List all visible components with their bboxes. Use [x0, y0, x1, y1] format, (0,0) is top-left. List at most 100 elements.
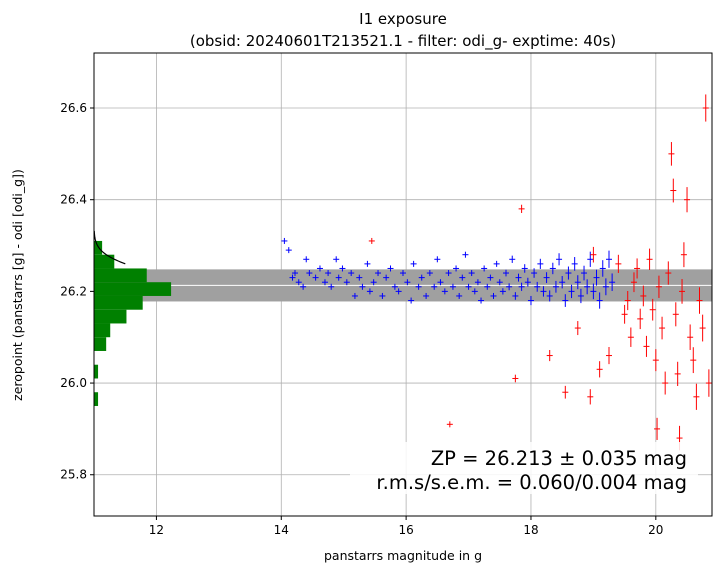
y-tick-label: 26.0 [60, 376, 87, 390]
histogram-bar [94, 364, 99, 379]
used-point [321, 279, 328, 286]
y-tick-label: 26.2 [60, 284, 87, 298]
used-point [328, 283, 335, 290]
rejected-point [446, 421, 453, 428]
used-point [474, 279, 481, 286]
used-point [312, 274, 319, 281]
histogram-bar [94, 392, 99, 406]
x-tick-label: 14 [274, 523, 289, 537]
rejected-point [643, 335, 650, 357]
used-point [351, 292, 358, 299]
used-point [379, 292, 386, 299]
used-point [415, 283, 422, 290]
rejected-point [646, 248, 653, 270]
rejected-point [615, 254, 622, 273]
used-point [391, 283, 398, 290]
used-point [370, 279, 377, 286]
used-point [534, 281, 541, 292]
used-point [490, 292, 497, 299]
rejected-point [587, 389, 594, 405]
used-point [568, 284, 575, 299]
x-axis-label: panstarrs magnitude in g [324, 548, 482, 563]
rejected-point [368, 237, 375, 244]
used-point [487, 274, 494, 281]
used-point [471, 288, 478, 295]
used-point [325, 270, 332, 277]
used-point [602, 278, 609, 296]
used-point [410, 260, 417, 267]
used-point [437, 279, 444, 286]
used-point [478, 297, 485, 304]
used-point [546, 290, 553, 302]
used-point [408, 297, 415, 304]
rejected-point [621, 304, 628, 324]
used-point [292, 270, 299, 277]
used-point [531, 268, 538, 278]
used-point [404, 279, 411, 286]
chart-title: I1 exposure [359, 10, 447, 28]
used-point [449, 283, 456, 290]
rejected-point [634, 258, 641, 279]
used-point [316, 265, 323, 272]
used-point [609, 273, 616, 291]
rejected-point [574, 321, 581, 336]
used-point [499, 288, 506, 295]
used-point [565, 266, 572, 280]
x-tick-label: 12 [149, 523, 164, 537]
rejected-point [670, 178, 677, 203]
histogram-bar [94, 268, 147, 283]
histogram-layer [93, 230, 172, 406]
used-point [496, 279, 503, 286]
rejected-point [679, 279, 686, 304]
rejected-point [684, 187, 691, 213]
rejected-point [518, 204, 525, 213]
used-point [593, 269, 600, 286]
rejected-point [705, 369, 712, 397]
y-axis-label: zeropoint (panstarrs [g] - odi [odi_g]) [10, 169, 25, 401]
rejected-point [672, 302, 679, 327]
used-point [335, 274, 342, 281]
rejected-point [637, 308, 644, 330]
used-point [453, 265, 460, 272]
used-point [587, 251, 594, 267]
x-tick-label: 20 [648, 523, 663, 537]
rejected-point [662, 371, 669, 395]
used-point [506, 283, 513, 291]
rejected-points-layer [368, 94, 712, 451]
used-point [434, 256, 441, 263]
used-point [303, 256, 310, 263]
rejected-point [546, 349, 553, 362]
rejected-point [665, 261, 672, 285]
rejected-point [687, 324, 694, 350]
used-point [431, 283, 438, 290]
rejected-point [680, 242, 687, 268]
x-tick-label: 16 [398, 523, 413, 537]
used-point [295, 279, 302, 286]
used-point [556, 253, 563, 266]
used-point [339, 265, 346, 272]
used-point [364, 260, 371, 267]
rejected-point [562, 385, 569, 399]
rejected-point [624, 290, 631, 311]
rejected-point [652, 349, 659, 372]
used-point [289, 274, 296, 281]
used-point [356, 274, 363, 281]
used-point [456, 292, 463, 299]
used-point [400, 270, 406, 277]
histogram-bar [94, 309, 127, 324]
used-point [462, 251, 469, 258]
chart-subtitle: (obsid: 20240601T213521.1 - filter: odi_… [190, 32, 616, 51]
rejected-point [596, 361, 603, 378]
used-point [366, 288, 373, 295]
used-point [521, 264, 528, 273]
used-point [552, 280, 559, 293]
rejected-point [668, 142, 675, 166]
used-point [493, 260, 500, 267]
gaussian-fit-curve [93, 230, 126, 265]
histogram-bar [94, 337, 107, 351]
used-point [423, 292, 430, 299]
used-point [559, 276, 566, 289]
axes-frame [93, 52, 713, 517]
rejected-point [674, 361, 681, 387]
